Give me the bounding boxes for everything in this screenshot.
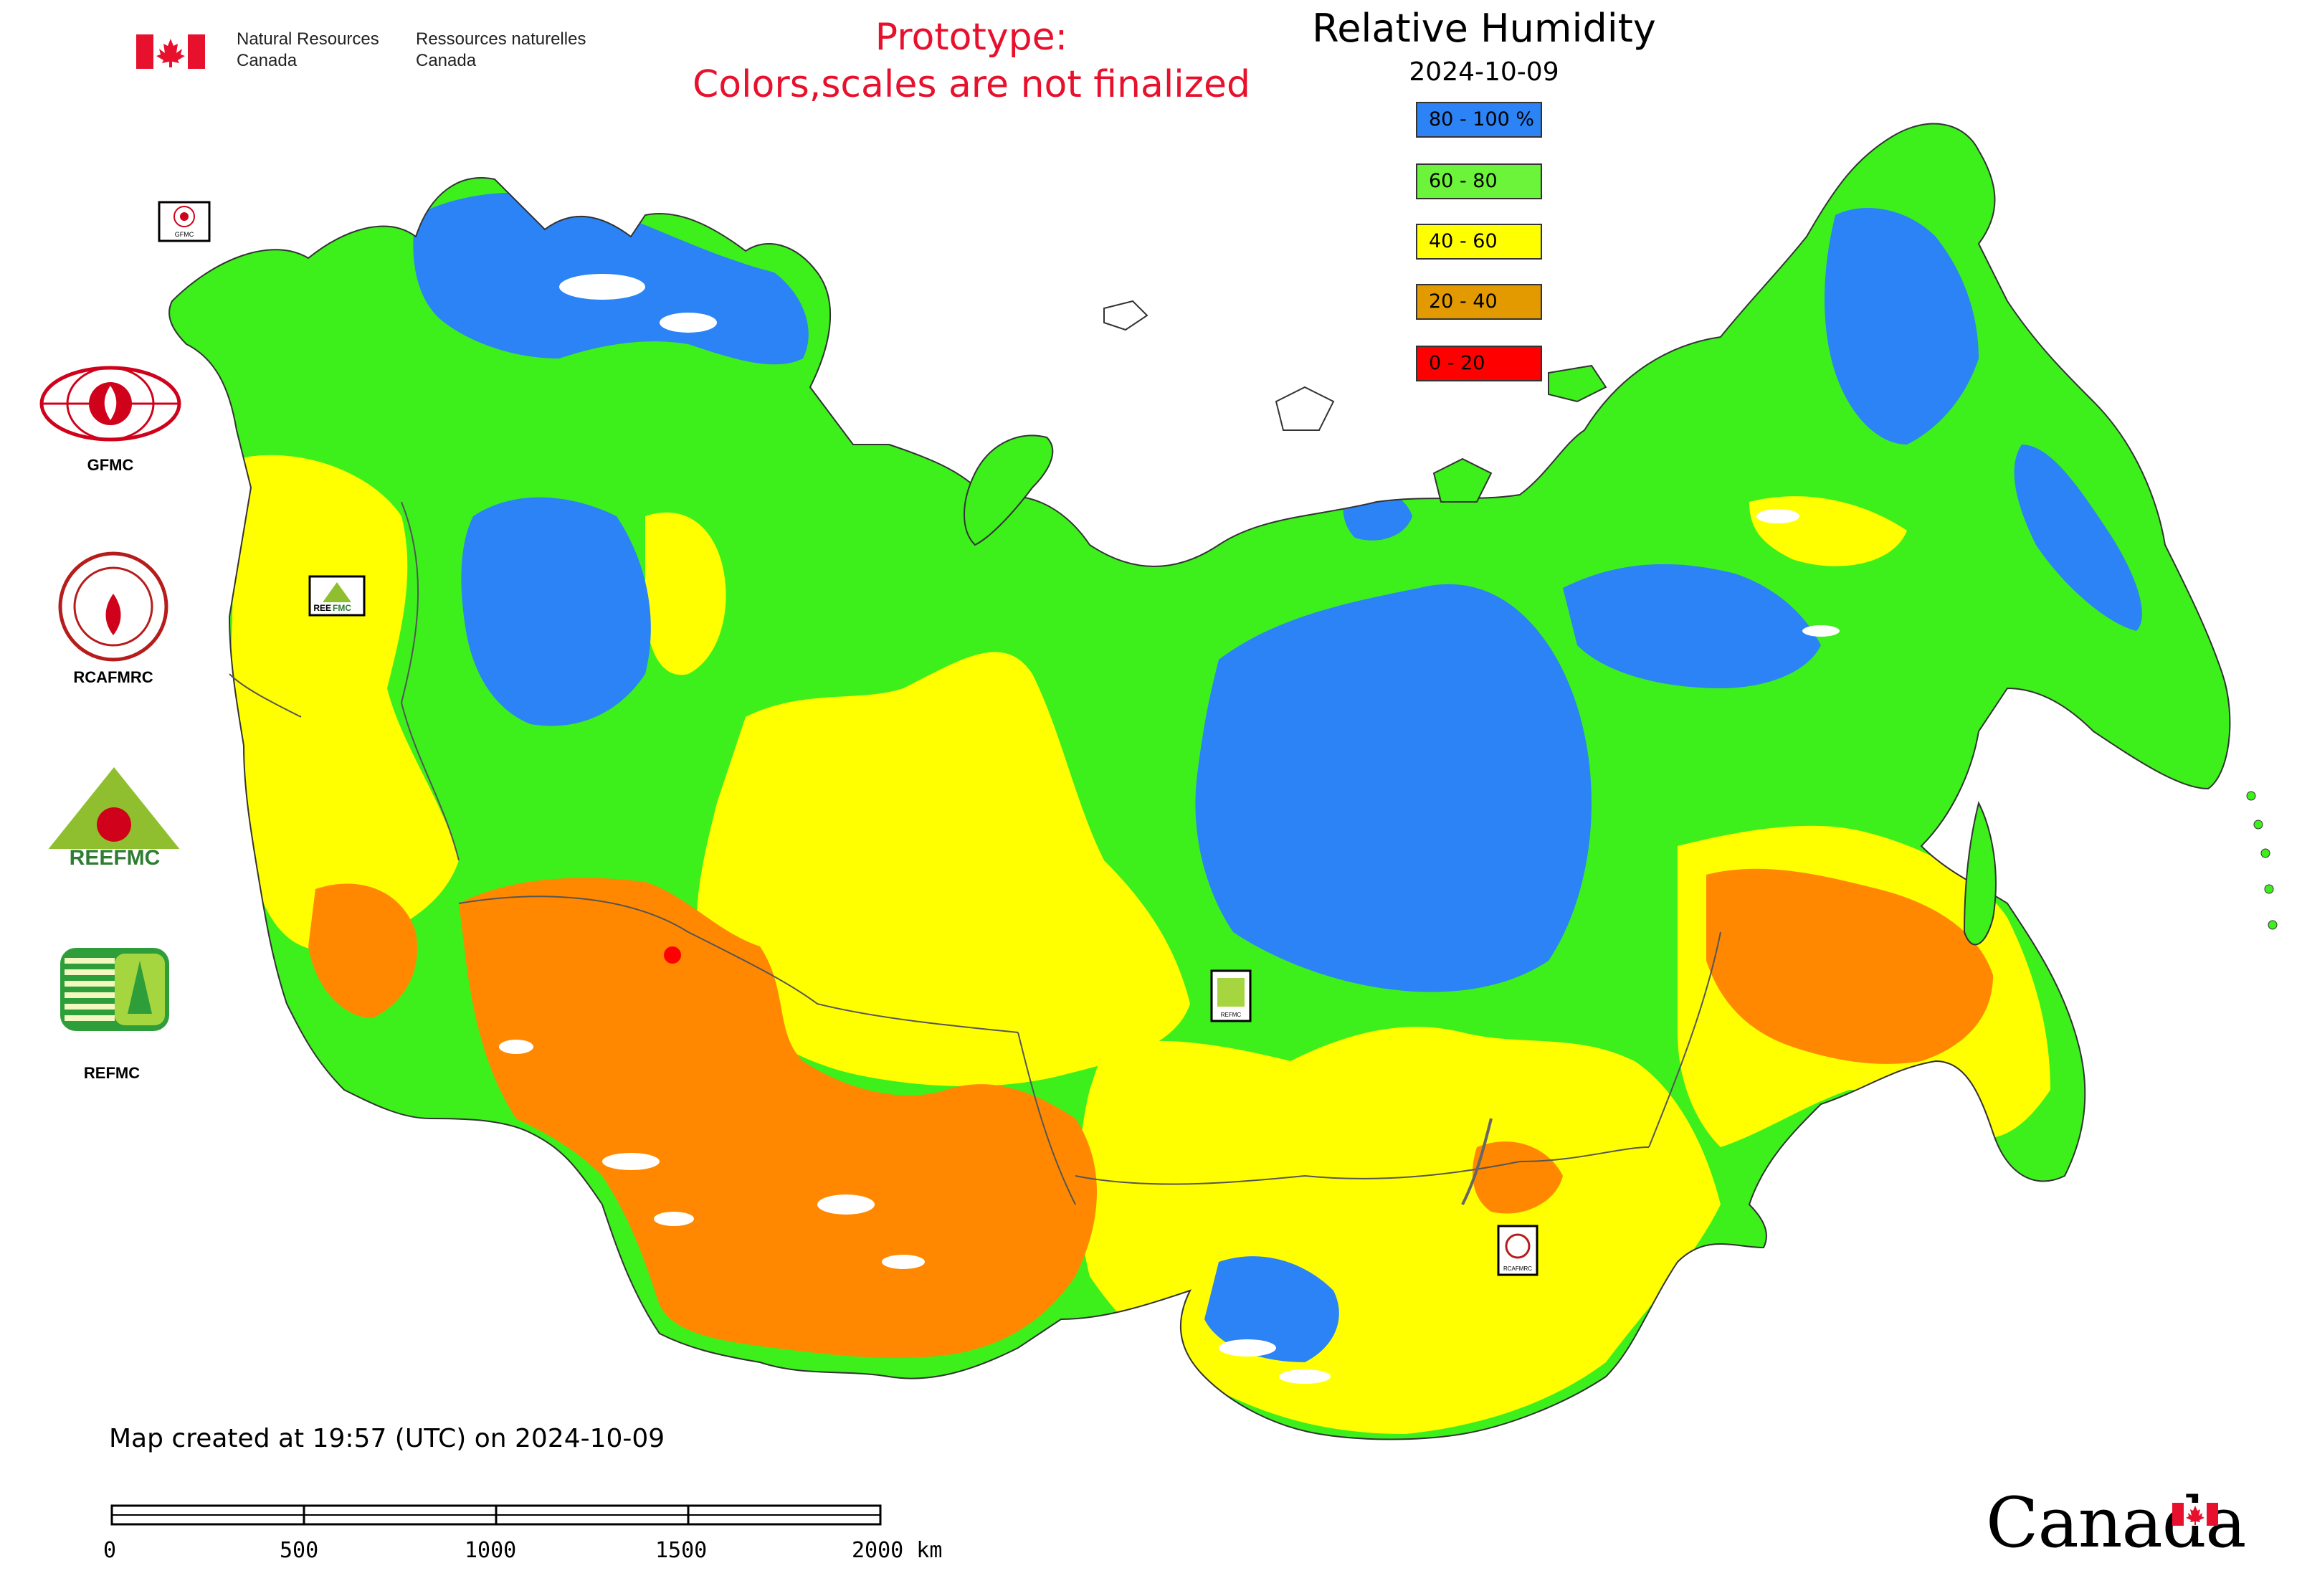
canada-wordmark-flag-icon [2172,1503,2218,1526]
map-created-timestamp: Map created at 19:57 (UTC) on 2024-10-09 [109,1424,665,1453]
scale-tick-1500: 1500 [655,1538,708,1563]
gfmc-label: GFMC [87,456,134,474]
legend-class-20-40: 20 - 40 [1416,284,1542,320]
station-marker-gfmc-small: GFMC [158,201,211,242]
gfmc-logo-icon [39,366,181,442]
reefmc-small-label-a: REE [313,603,331,613]
station-marker-rcafmrc-small: RCAFMRC [1497,1225,1538,1276]
agency-name-fr-line2: Canada [416,51,477,70]
legend-class-0-20: 0 - 20 [1416,346,1542,381]
station-marker-refmc-small: REFMC [1210,969,1252,1022]
refmc-logo-icon [60,948,169,1031]
canada-flag-icon [136,34,205,69]
gfmc-small-label: GFMC [175,231,194,238]
rcafmrc-logo-icon [58,551,168,662]
scale-tick-0: 0 [103,1538,117,1563]
agency-name-en-line2: Canada [237,51,298,70]
reefmc-small-label-b: FMC [333,603,351,613]
prototype-notice-line1: Prototype: [875,16,1068,59]
scale-bar [110,1504,882,1526]
scale-tick-500: 500 [280,1538,319,1563]
legend-class-80-100: 80 - 100 % [1416,102,1542,138]
reefmc-label: REEFMC [69,846,161,870]
legend-class-60-80: 60 - 80 [1416,163,1542,199]
scale-tick-2000km: 2000 km [852,1538,943,1563]
agency-name-fr-line1: Ressources naturelles [416,29,586,49]
reefmc-logo-icon [40,767,188,869]
nrcan-signature: Natural Resources Canada Ressources natu… [136,29,609,72]
rcafmrc-small-label: RCAFMRC [1503,1265,1532,1272]
legend-title: Relative Humidity [1312,6,1656,51]
agency-name-en-line1: Natural Resources [237,29,379,49]
scale-tick-1000: 1000 [465,1538,517,1563]
station-marker-reefmc-small: REE FMC [308,575,366,617]
legend-date: 2024-10-09 [1409,57,1559,87]
rcafmrc-label: RCAFMRC [73,668,153,686]
prototype-notice-line2: Colors,scales are not finalized [692,63,1251,106]
legend-class-40-60: 40 - 60 [1416,224,1542,260]
refmc-small-label: REFMC [1221,1012,1242,1018]
refmc-label: REFMC [83,1064,141,1082]
